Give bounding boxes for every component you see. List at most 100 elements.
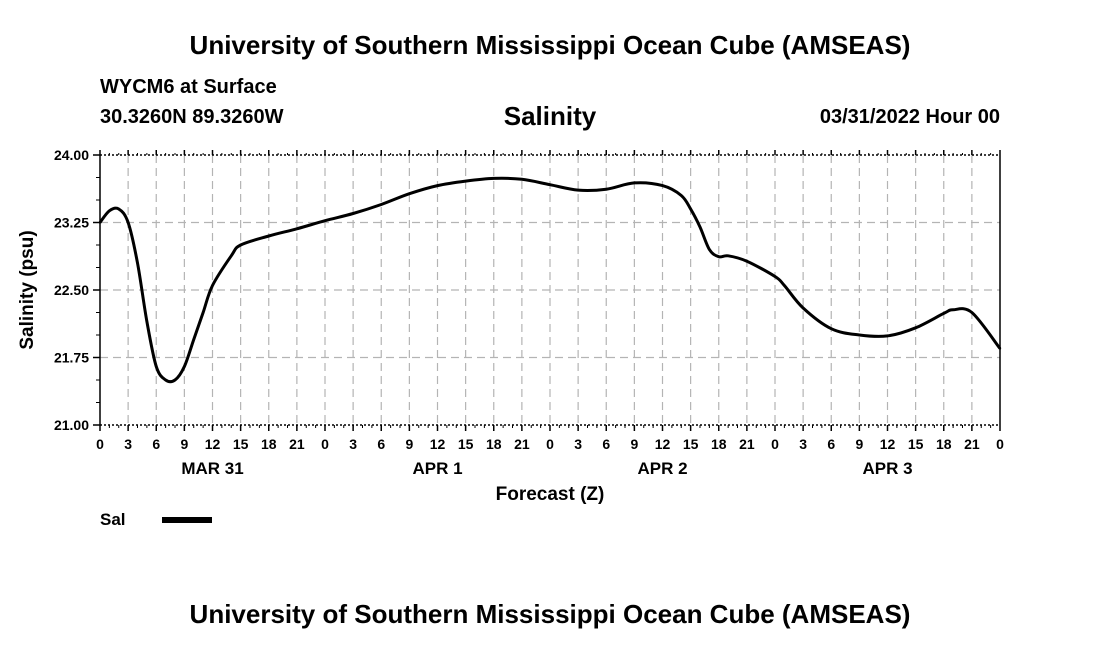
day-label: APR 3 <box>862 459 912 478</box>
x-tick-label: 9 <box>630 436 638 452</box>
x-tick-label: 0 <box>96 436 104 452</box>
axis-labels: 21.00 21.75 22.50 23.25 24.00 0 3 6 9 12 15 18 21 0 3 6… <box>17 147 1004 505</box>
variable-title: Salinity <box>503 101 597 131</box>
salinity-data-point <box>173 378 177 382</box>
x-tick-label: 6 <box>377 436 385 452</box>
salinity-data-point <box>351 212 355 215</box>
x-tick-label: 0 <box>771 436 779 452</box>
salinity-data-point <box>267 234 270 238</box>
axes <box>93 150 1001 431</box>
y-tick-label: 24.00 <box>54 147 89 163</box>
x-tick-label: 9 <box>855 436 863 452</box>
salinity-data-point <box>970 311 974 314</box>
x-tick-label: 12 <box>205 436 221 452</box>
x-tick-label: 18 <box>936 436 952 452</box>
legend-swatch <box>162 517 212 523</box>
x-tick-label: 21 <box>289 436 305 452</box>
x-tick-label: 3 <box>799 436 807 452</box>
salinity-data-point <box>211 284 214 287</box>
salinity-data-point <box>708 248 711 251</box>
x-tick-label: 0 <box>546 436 554 452</box>
salinity-data-point <box>464 179 467 183</box>
salinity-data-point <box>164 378 167 382</box>
salinity-data-point <box>689 207 692 211</box>
x-tick-label: 21 <box>739 436 755 452</box>
salinity-data-point <box>108 209 111 212</box>
y-tick-label: 21.00 <box>54 417 89 433</box>
x-tick-label: 15 <box>683 436 699 452</box>
x-tick-label: 12 <box>430 436 446 452</box>
salinity-data-point <box>295 227 299 230</box>
x-tick-label: 15 <box>458 436 474 452</box>
salinity-data-point <box>408 192 411 195</box>
y-tick-label: 22.50 <box>54 282 89 298</box>
x-tick-label: 18 <box>261 436 277 452</box>
salinity-data-point <box>117 207 120 211</box>
salinity-data-point <box>436 184 439 187</box>
x-tick-label: 9 <box>405 436 413 452</box>
salinity-data-point <box>633 181 636 185</box>
salinity-data-point <box>605 188 608 191</box>
coordinates-label: 30.3260N 89.3260W <box>100 106 284 128</box>
salinity-data-point <box>661 184 664 187</box>
y-tick-label: 23.25 <box>54 215 89 231</box>
salinity-data-point <box>914 326 917 329</box>
x-tick-label: 3 <box>124 436 132 452</box>
x-axis-title: Forecast (Z) <box>496 484 605 505</box>
x-tick-label: 21 <box>964 436 980 452</box>
x-tick-label: 12 <box>655 436 671 452</box>
x-tick-label: 15 <box>233 436 249 452</box>
salinity-data-point <box>548 183 552 186</box>
day-label: APR 2 <box>637 459 687 478</box>
x-tick-label: 3 <box>349 436 357 452</box>
salinity-data-point <box>773 275 777 278</box>
salinity-data-point <box>717 255 720 258</box>
salinity-data-point <box>239 243 242 247</box>
series <box>98 176 1002 384</box>
salinity-data-point <box>698 225 702 229</box>
salinity-data-point <box>680 194 683 197</box>
x-tick-label: 6 <box>602 436 610 452</box>
salinity-data-point <box>98 221 102 224</box>
x-tick-label: 18 <box>711 436 727 452</box>
y-tick-label: 21.75 <box>54 350 89 366</box>
salinity-data-point <box>136 261 139 265</box>
salinity-data-point <box>492 177 495 180</box>
salinity-data-point <box>323 219 327 222</box>
salinity-data-point <box>126 221 130 224</box>
day-label: APR 1 <box>412 459 462 478</box>
station-label: WYCM6 at Surface <box>100 76 277 98</box>
x-tick-label: 0 <box>321 436 329 452</box>
salinity-data-point <box>745 260 749 263</box>
footer-title: University of Southern Mississippi Ocean… <box>189 599 911 629</box>
salinity-data-point <box>858 333 861 337</box>
forecast-datetime: 03/31/2022 Hour 00 <box>819 106 1000 128</box>
x-tick-label: 18 <box>486 436 502 452</box>
salinity-data-point <box>886 334 889 338</box>
salinity-data-point <box>942 312 945 315</box>
x-tick-label: 3 <box>574 436 582 452</box>
salinity-data-point <box>183 365 186 368</box>
x-tick-label: 15 <box>908 436 924 452</box>
x-tick-label: 12 <box>880 436 896 452</box>
x-tick-label: 9 <box>180 436 188 452</box>
salinity-data-point <box>783 284 786 287</box>
salinity-data-point <box>576 188 580 192</box>
y-axis-title: Salinity (psu) <box>17 230 38 349</box>
salinity-data-point <box>951 308 955 311</box>
x-tick-label: 6 <box>152 436 160 452</box>
x-tick-label: 6 <box>827 436 835 452</box>
salinity-data-point <box>155 365 158 368</box>
salinity-data-point <box>230 254 233 257</box>
salinity-data-point <box>145 320 149 323</box>
salinity-data-point <box>998 347 1002 350</box>
salinity-data-point <box>801 306 805 310</box>
salinity-data-point <box>192 338 195 341</box>
grid <box>100 155 1000 425</box>
salinity-data-point <box>726 254 730 257</box>
salinity-data-point <box>830 327 833 330</box>
x-tick-label: 21 <box>514 436 530 452</box>
legend-label: Sal <box>100 510 126 529</box>
x-tick-label: 0 <box>996 436 1004 452</box>
